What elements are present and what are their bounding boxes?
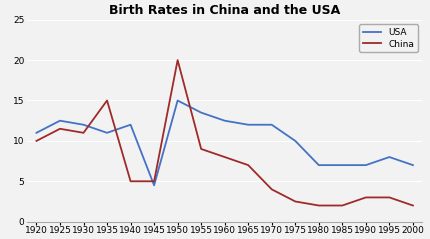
USA: [269, 123, 274, 126]
USA: [199, 111, 204, 114]
Line: USA: USA: [37, 101, 413, 185]
China: [34, 139, 39, 142]
USA: [387, 156, 392, 158]
USA: [81, 123, 86, 126]
China: [410, 204, 415, 207]
USA: [340, 164, 345, 167]
USA: [128, 123, 133, 126]
China: [222, 156, 227, 158]
Title: Birth Rates in China and the USA: Birth Rates in China and the USA: [109, 4, 340, 17]
China: [363, 196, 369, 199]
China: [151, 180, 157, 183]
China: [246, 164, 251, 167]
USA: [151, 184, 157, 187]
USA: [293, 139, 298, 142]
USA: [34, 131, 39, 134]
USA: [222, 119, 227, 122]
China: [81, 131, 86, 134]
China: [340, 204, 345, 207]
China: [128, 180, 133, 183]
China: [175, 59, 180, 62]
USA: [175, 99, 180, 102]
China: [104, 99, 110, 102]
USA: [246, 123, 251, 126]
USA: [57, 119, 62, 122]
USA: [316, 164, 321, 167]
USA: [363, 164, 369, 167]
China: [293, 200, 298, 203]
USA: [410, 164, 415, 167]
USA: [104, 131, 110, 134]
China: [199, 147, 204, 150]
China: [387, 196, 392, 199]
China: [269, 188, 274, 191]
China: [57, 127, 62, 130]
China: [316, 204, 321, 207]
Line: China: China: [37, 60, 413, 206]
Legend: USA, China: USA, China: [359, 24, 418, 52]
